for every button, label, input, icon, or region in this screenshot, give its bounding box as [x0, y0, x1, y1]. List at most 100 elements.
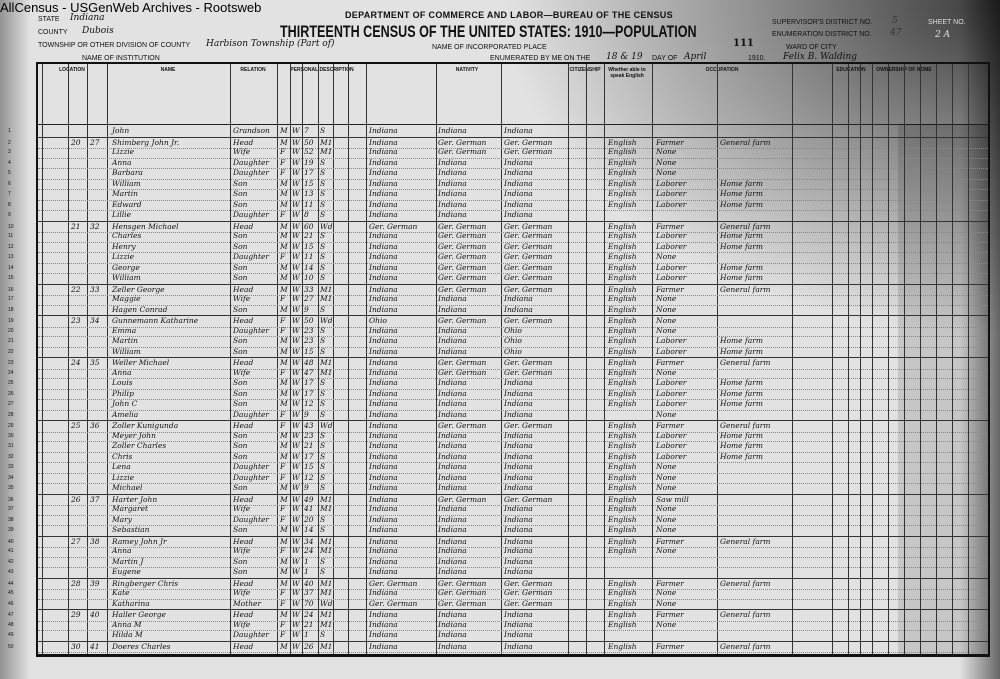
color: W — [292, 578, 300, 588]
line-number: 37 — [8, 506, 14, 512]
language: English — [608, 619, 637, 629]
table-row: 3 Lizzie Wife F W 52 M1 Indiana Ger. German Ger. … — [8, 147, 988, 159]
mother-birthplace: Ger. German — [504, 252, 553, 261]
language: English — [608, 367, 637, 377]
trade: None — [656, 157, 677, 167]
industry: Home farm — [720, 336, 763, 345]
mother-birthplace: Ger. German — [504, 588, 553, 597]
trade: Laborer — [656, 346, 687, 356]
ward-label: Ward of city — [786, 44, 837, 51]
age: 9 — [304, 304, 309, 314]
mother-birthplace: Indiana — [504, 451, 533, 461]
person-name: Weller Michael — [112, 358, 170, 367]
birthplace: Indiana — [369, 641, 398, 651]
color: W — [292, 556, 300, 566]
birthplace: Indiana — [369, 358, 398, 367]
census-table: Location Name Relation Personal Descript… — [8, 62, 990, 657]
enumeration-district-label: Enumeration District No. — [772, 31, 872, 38]
father-birthplace: Ger. German — [438, 367, 487, 377]
language: English — [608, 147, 637, 156]
marital-status: S — [320, 483, 326, 492]
language: English — [608, 221, 637, 231]
dwelling-number: 24 — [71, 358, 81, 367]
color: W — [292, 210, 300, 219]
marital-status: S — [320, 241, 326, 251]
father-birthplace: Ger. German — [438, 137, 487, 147]
person-name: Emma — [112, 325, 137, 335]
dwelling-number: 29 — [71, 610, 81, 619]
language: English — [608, 178, 637, 188]
industry: Home farm — [720, 388, 763, 398]
person-name: Ringberger Chris — [112, 578, 179, 588]
line-number: 2 — [8, 139, 11, 146]
line-number: 38 — [8, 516, 14, 523]
family-number: 41 — [90, 641, 100, 651]
industry: General farm — [720, 610, 771, 619]
line-number: 20 — [8, 327, 14, 334]
trade: Laborer — [656, 189, 687, 198]
birthplace: Ger. German — [369, 221, 418, 231]
color: W — [292, 137, 300, 147]
incorporated-place-label: Name of incorporated place — [432, 44, 547, 51]
line-number: 21 — [8, 338, 14, 344]
table-row: 21 Martin Son M W 23 S Indiana Indiana Ohio Englis… — [8, 336, 988, 348]
father-birthplace: Indiana — [438, 630, 467, 639]
language: English — [608, 578, 637, 588]
color: W — [292, 367, 300, 377]
mother-birthplace: Indiana — [504, 619, 533, 629]
line-number: 43 — [8, 569, 14, 575]
trade: Laborer — [656, 378, 687, 387]
person-name: Lillie — [112, 210, 132, 219]
language: English — [608, 598, 637, 608]
age: 43 — [304, 421, 314, 430]
father-birthplace: Indiana — [438, 189, 467, 198]
table-row: 47 29 40 Haller George Head M W 24 M1 Indiana Indi… — [8, 609, 988, 622]
table-row: 29 25 36 Zoller Kunigunda Head F W 43 Wd Indiana G… — [8, 420, 988, 433]
relation: Wife — [233, 294, 251, 303]
language: English — [608, 441, 637, 450]
sex: F — [280, 472, 286, 482]
table-row: 50 30 41 Doeres Charles Head M W 26 M1 Indiana Ind… — [8, 640, 988, 653]
dwelling-number: 30 — [71, 641, 81, 651]
birthplace: Indiana — [369, 304, 398, 314]
sex: M — [280, 221, 288, 231]
marital-status: S — [320, 567, 326, 576]
color: W — [292, 567, 300, 576]
relation: Grandson — [233, 126, 270, 135]
age: 27 — [304, 294, 314, 303]
age: 33 — [304, 284, 314, 294]
father-birthplace: Ger. German — [438, 262, 487, 272]
color: W — [292, 336, 300, 345]
column-rule — [717, 64, 718, 654]
father-birthplace: Indiana — [438, 178, 467, 188]
line-number: 48 — [8, 621, 14, 628]
mother-birthplace: Indiana — [504, 641, 533, 651]
relation: Son — [233, 199, 248, 209]
age: 12 — [304, 399, 314, 408]
age: 50 — [304, 316, 314, 325]
person-name: Kate — [112, 588, 130, 597]
mother-birthplace: Ger. German — [504, 367, 553, 377]
relation: Mother — [233, 598, 262, 608]
age: 23 — [304, 336, 314, 345]
relation: Son — [233, 525, 248, 534]
mother-birthplace: Indiana — [504, 199, 533, 209]
birthplace: Indiana — [369, 137, 398, 147]
mother-birthplace: Indiana — [504, 157, 533, 167]
line-number: 4 — [8, 159, 11, 166]
sex: M — [280, 556, 288, 566]
mother-birthplace: Indiana — [504, 630, 533, 639]
line-number: 8 — [8, 201, 11, 208]
person-name: Louis — [112, 378, 133, 387]
site-label: AllCensus - USGenWeb Archives - Rootsweb — [0, 0, 262, 15]
language: English — [608, 472, 637, 482]
age: 1 — [304, 567, 309, 576]
father-birthplace: Ger. German — [438, 598, 487, 608]
marital-status: S — [320, 472, 326, 482]
mother-birthplace: Ger. German — [504, 494, 553, 504]
trade: None — [656, 252, 677, 261]
sex: M — [280, 399, 288, 408]
language: English — [608, 421, 637, 430]
sex: F — [280, 462, 286, 471]
language: English — [608, 388, 637, 398]
